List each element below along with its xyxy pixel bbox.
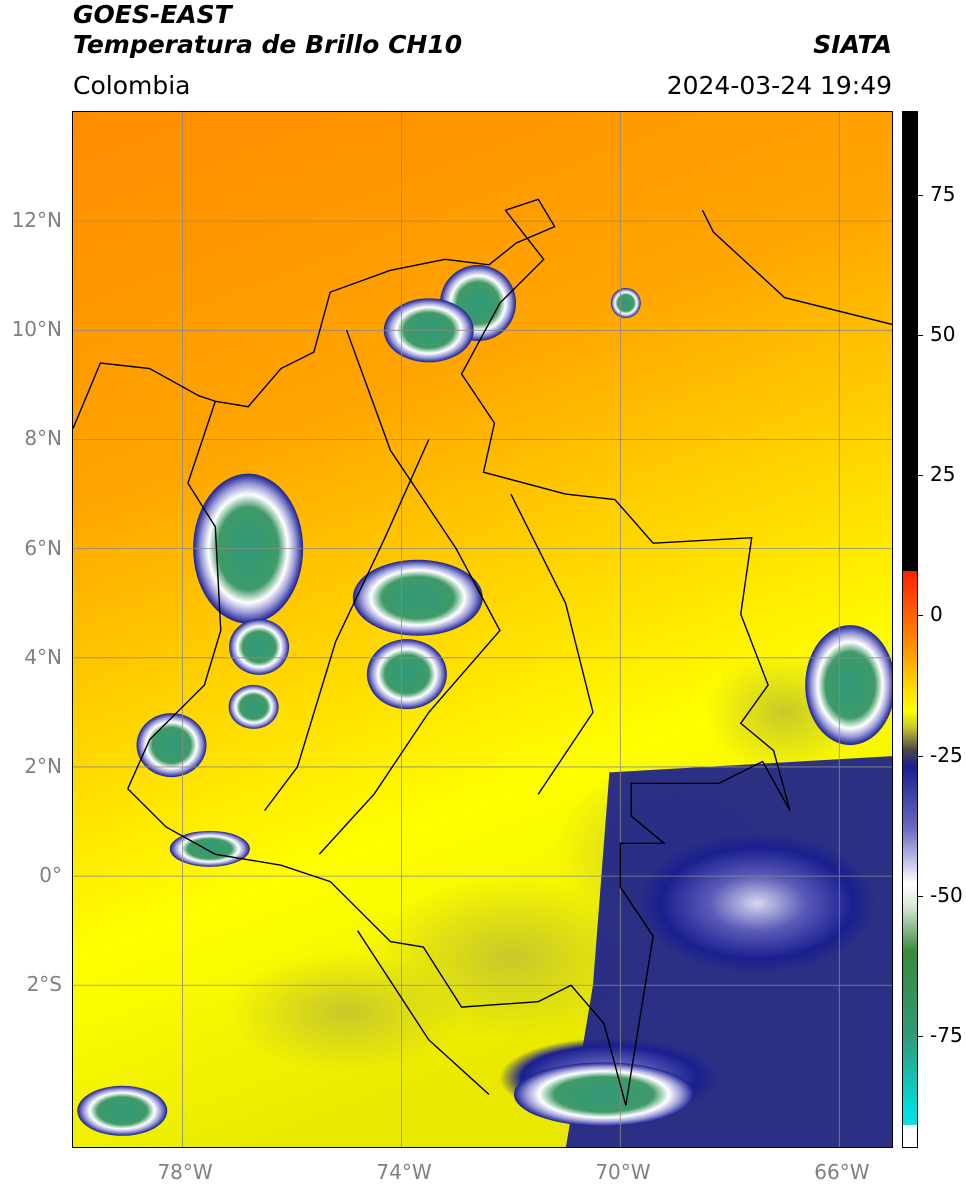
gridlines bbox=[73, 112, 892, 1147]
lat-tick-label: 2°S bbox=[26, 972, 62, 997]
colorbar-tick bbox=[918, 475, 923, 477]
lon-tick-label: 70°W bbox=[595, 1160, 651, 1184]
cirrus-area bbox=[637, 833, 878, 974]
lat-tick-label: 0° bbox=[39, 863, 62, 888]
convective-cell bbox=[228, 684, 279, 729]
country-borders bbox=[73, 198, 892, 1106]
border-line bbox=[264, 439, 430, 812]
convective-cell bbox=[610, 288, 641, 319]
colorbar-tick bbox=[918, 895, 923, 897]
colorbar-tick bbox=[918, 615, 923, 617]
colorbar-tick bbox=[918, 755, 923, 757]
lon-tick-label: 78°W bbox=[157, 1160, 213, 1184]
lat-tick-label: 6°N bbox=[24, 535, 62, 560]
colorbar-tick-label: 0 bbox=[930, 602, 943, 627]
cloud-field-layer bbox=[77, 265, 892, 1147]
map-panel bbox=[72, 111, 893, 1148]
border-line bbox=[510, 493, 594, 795]
org-label: SIATA bbox=[813, 30, 892, 59]
border-line bbox=[73, 362, 216, 429]
convective-cell bbox=[136, 713, 207, 778]
brightness-temperature-map bbox=[73, 112, 892, 1147]
colorbar-tick-label: 25 bbox=[930, 462, 956, 487]
border-line bbox=[701, 209, 892, 326]
colorbar-tick bbox=[918, 195, 923, 197]
lat-tick-label: 8°N bbox=[24, 426, 62, 451]
colorbar-tick bbox=[918, 1035, 923, 1037]
lon-tick-label: 66°W bbox=[814, 1160, 870, 1184]
convective-cell bbox=[805, 625, 892, 746]
colorbar-tick-label: -50 bbox=[930, 882, 963, 907]
lat-tick-label: 4°N bbox=[24, 644, 62, 669]
colorbar bbox=[902, 111, 918, 1148]
lat-tick-label: 2°N bbox=[24, 753, 62, 778]
lat-tick-label: 10°N bbox=[11, 317, 62, 342]
border-line bbox=[357, 930, 490, 1095]
olive-cloud-area bbox=[226, 952, 467, 1073]
border-line bbox=[127, 788, 627, 1106]
product-title: Temperatura de Brillo CH10 bbox=[73, 30, 463, 59]
lat-tick-label: 12°N bbox=[11, 208, 62, 233]
convective-cell bbox=[352, 559, 483, 636]
datetime-label: 2024-03-24 19:49 bbox=[666, 71, 892, 100]
colorbar-tick-label: -75 bbox=[930, 1022, 963, 1047]
region-label: Colombia bbox=[73, 71, 191, 100]
border-line bbox=[127, 198, 556, 790]
border-line bbox=[318, 330, 501, 855]
lon-tick-label: 74°W bbox=[376, 1160, 432, 1184]
colorbar-tick-label: 50 bbox=[930, 322, 956, 347]
border-line bbox=[460, 209, 791, 1106]
colorbar-tick-label: 75 bbox=[930, 182, 956, 207]
colorbar-tick bbox=[918, 335, 923, 337]
convective-cell bbox=[366, 639, 447, 710]
colorbar-tick-label: -25 bbox=[930, 742, 963, 767]
convective-cell bbox=[77, 1085, 168, 1136]
convective-cell bbox=[229, 618, 290, 675]
satellite-title: GOES-EAST bbox=[73, 0, 232, 29]
convective-cell bbox=[513, 1062, 694, 1127]
